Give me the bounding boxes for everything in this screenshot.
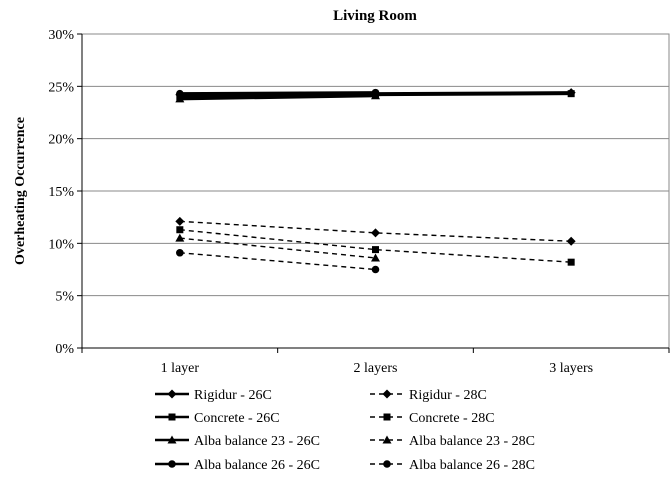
chart-title: Living Room <box>333 8 417 24</box>
legend-item: Concrete - 26C <box>155 411 280 426</box>
legend-label: Alba balance 26 - 26C <box>194 458 320 473</box>
data-point <box>176 89 184 98</box>
data-point <box>176 248 184 257</box>
data-point <box>567 258 575 266</box>
legend-item: Concrete - 28C <box>370 411 495 426</box>
data-point <box>371 253 380 262</box>
series-line <box>179 220 572 242</box>
y-tick-label: 0% <box>55 342 74 357</box>
x-tick-label: 1 layer <box>161 361 200 376</box>
legend-item: Alba balance 23 - 26C <box>155 434 320 449</box>
y-tick-label: 15% <box>48 185 74 200</box>
data-point <box>372 246 379 254</box>
y-tick-label: 10% <box>48 237 74 252</box>
legend-marker <box>382 435 392 444</box>
legend-marker <box>383 413 391 421</box>
legend-item: Alba balance 26 - 26C <box>155 458 320 473</box>
data-point <box>371 88 380 97</box>
series-layer <box>175 88 576 274</box>
legend-label: Rigidur - 28C <box>409 388 487 403</box>
legend-label: Alba balance 23 - 26C <box>194 434 320 449</box>
x-tick-label: 3 layers <box>549 361 593 376</box>
data-point <box>175 94 185 103</box>
legend-label: Rigidur - 26C <box>194 388 272 403</box>
series-line <box>179 91 376 96</box>
legend-marker <box>382 389 392 399</box>
series-7 <box>176 248 380 274</box>
series-line <box>179 237 376 259</box>
data-point <box>175 233 185 242</box>
y-axis-label: Overheating Occurrence <box>13 117 28 265</box>
legend-item: Rigidur - 28C <box>370 388 487 403</box>
data-point <box>176 226 184 234</box>
series-line <box>179 94 376 101</box>
legend-label: Alba balance 26 - 28C <box>409 458 535 473</box>
gridlines <box>82 85 669 297</box>
legend-marker <box>168 460 176 468</box>
legend-marker <box>167 435 177 444</box>
legend-label: Concrete - 26C <box>194 411 280 426</box>
series-3 <box>176 226 575 266</box>
series-line <box>179 252 376 271</box>
legend-item: Alba balance 26 - 28C <box>370 458 535 473</box>
data-point <box>371 228 380 238</box>
legend-marker <box>167 389 177 399</box>
legend-marker <box>168 413 176 421</box>
series-line <box>179 229 572 263</box>
legend-marker <box>383 460 391 468</box>
data-point <box>567 90 575 98</box>
y-tick-label: 30% <box>48 28 74 43</box>
data-point <box>566 236 576 246</box>
data-point <box>371 265 380 274</box>
y-axis-ticks: 0% 5% 10% 15% 20% 25% 30% <box>48 28 83 357</box>
legend: Rigidur - 26C Rigidur - 28C Concrete - 26C… <box>155 388 535 473</box>
series-1 <box>175 216 576 246</box>
x-axis-ticks: 1 layer 2 layers 3 layers <box>81 347 670 376</box>
y-tick-label: 20% <box>48 133 74 148</box>
y-tick-label: 5% <box>55 290 74 305</box>
legend-label: Alba balance 23 - 28C <box>409 434 535 449</box>
legend-item: Rigidur - 26C <box>155 388 272 403</box>
series-5 <box>175 233 380 262</box>
x-tick-label: 2 layers <box>354 361 398 376</box>
data-point <box>175 216 185 226</box>
series-6 <box>176 88 380 98</box>
legend-item: Alba balance 23 - 28C <box>370 434 535 449</box>
legend-label: Concrete - 28C <box>409 411 495 426</box>
y-tick-label: 25% <box>48 80 74 95</box>
